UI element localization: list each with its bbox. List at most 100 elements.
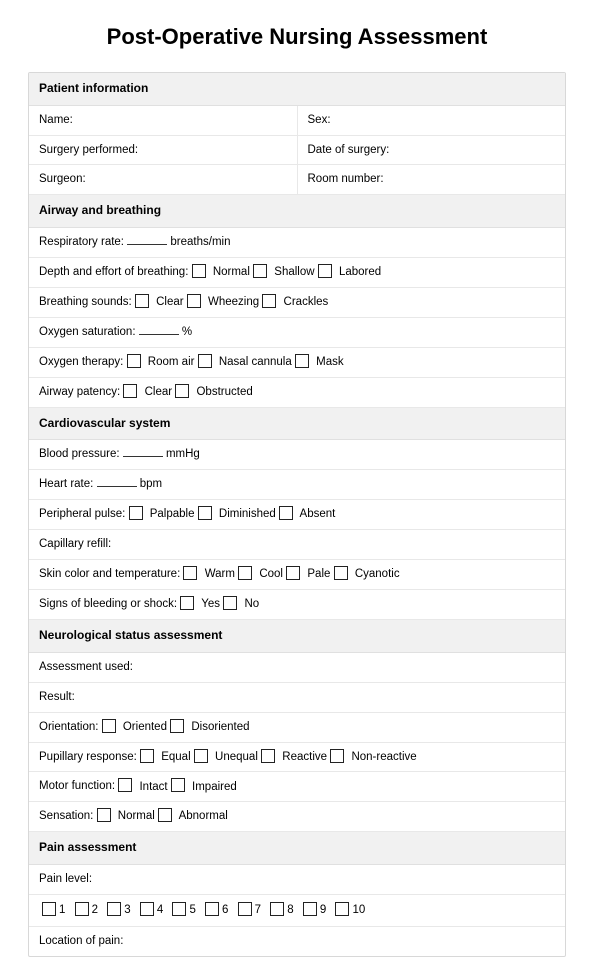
assessment-form: Patient information Name: Sex: Surgery p… — [28, 72, 566, 957]
field-breathing-depth: Depth and effort of breathing: Normal Sh… — [29, 258, 391, 287]
checkbox-patency-clear[interactable] — [123, 384, 137, 398]
checkbox-pain-7[interactable] — [238, 902, 252, 916]
field-oxygen-saturation[interactable]: Oxygen saturation: % — [29, 318, 202, 347]
field-surgery-performed[interactable]: Surgery performed: — [29, 136, 297, 165]
section-header-cardio: Cardiovascular system — [29, 408, 565, 441]
checkbox-therapy-nasal-cannula[interactable] — [198, 354, 212, 368]
checkbox-pain-10[interactable] — [335, 902, 349, 916]
checkbox-skin-cool[interactable] — [238, 566, 252, 580]
opt-therapy-mask: Mask — [316, 356, 343, 368]
checkbox-pupil-reactive[interactable] — [261, 749, 275, 763]
sat-label-post: % — [179, 326, 192, 338]
resp-rate-label-post: breaths/min — [167, 236, 230, 248]
page: Post-Operative Nursing Assessment Patien… — [0, 0, 594, 967]
field-location-of-pain[interactable]: Location of pain: — [29, 927, 133, 956]
sat-label-pre: Oxygen saturation: — [39, 326, 139, 338]
checkbox-therapy-room-air[interactable] — [127, 354, 141, 368]
checkbox-pain-2[interactable] — [75, 902, 89, 916]
pain-scale-4: 4 — [157, 904, 163, 916]
opt-sens-normal: Normal — [118, 810, 155, 822]
opt-pulse-palpable: Palpable — [150, 508, 195, 520]
checkbox-pulse-absent[interactable] — [279, 506, 293, 520]
checkbox-pulse-diminished[interactable] — [198, 506, 212, 520]
checkbox-patency-obstructed[interactable] — [175, 384, 189, 398]
checkbox-pain-8[interactable] — [270, 902, 284, 916]
checkbox-sounds-crackles[interactable] — [262, 294, 276, 308]
field-date-of-surgery[interactable]: Date of surgery: — [297, 136, 566, 165]
field-blood-pressure[interactable]: Blood pressure: mmHg — [29, 440, 210, 469]
opt-sounds-clear: Clear — [156, 296, 183, 308]
field-respiratory-rate[interactable]: Respiratory rate: breaths/min — [29, 228, 240, 257]
field-capillary-refill[interactable]: Capillary refill: — [29, 530, 121, 559]
checkbox-pain-1[interactable] — [42, 902, 56, 916]
resp-rate-label-pre: Respiratory rate: — [39, 236, 127, 248]
field-skin-color-temp: Skin color and temperature: Warm Cool Pa… — [29, 560, 410, 589]
bp-blank[interactable] — [123, 447, 163, 457]
opt-therapy-room-air: Room air — [148, 356, 195, 368]
field-sex[interactable]: Sex: — [297, 106, 566, 135]
checkbox-skin-pale[interactable] — [286, 566, 300, 580]
sat-blank[interactable] — [139, 325, 179, 335]
opt-sens-abnormal: Abnormal — [179, 810, 228, 822]
therapy-label: Oxygen therapy: — [39, 356, 123, 368]
checkbox-motor-intact[interactable] — [118, 778, 132, 792]
checkbox-pupil-nonreactive[interactable] — [330, 749, 344, 763]
pain-scale-10: 10 — [352, 904, 365, 916]
checkbox-motor-impaired[interactable] — [171, 778, 185, 792]
opt-patency-obstructed: Obstructed — [196, 386, 252, 398]
field-breathing-sounds: Breathing sounds: Clear Wheezing Crackle… — [29, 288, 338, 317]
checkbox-skin-cyanotic[interactable] — [334, 566, 348, 580]
motor-label: Motor function: — [39, 781, 115, 793]
checkbox-pain-4[interactable] — [140, 902, 154, 916]
field-room-number[interactable]: Room number: — [297, 165, 566, 194]
section-header-pain: Pain assessment — [29, 832, 565, 865]
opt-orient-disoriented: Disoriented — [191, 721, 249, 733]
pain-scale-9: 9 — [320, 904, 326, 916]
checkbox-depth-shallow[interactable] — [253, 264, 267, 278]
checkbox-depth-normal[interactable] — [192, 264, 206, 278]
checkbox-pain-3[interactable] — [107, 902, 121, 916]
patency-label: Airway patency: — [39, 386, 120, 398]
resp-rate-blank[interactable] — [127, 235, 167, 245]
pupil-label: Pupillary response: — [39, 751, 137, 763]
opt-skin-cyanotic: Cyanotic — [355, 568, 400, 580]
pain-scale-7: 7 — [255, 904, 261, 916]
checkbox-sounds-wheezing[interactable] — [187, 294, 201, 308]
opt-pupil-unequal: Unequal — [215, 751, 258, 763]
hr-label-pre: Heart rate: — [39, 478, 97, 490]
opt-motor-intact: Intact — [139, 781, 167, 793]
checkbox-pulse-palpable[interactable] — [129, 506, 143, 520]
checkbox-orient-disoriented[interactable] — [170, 719, 184, 733]
field-assessment-used[interactable]: Assessment used: — [29, 653, 143, 682]
checkbox-pain-9[interactable] — [303, 902, 317, 916]
checkbox-sens-normal[interactable] — [97, 808, 111, 822]
skin-label: Skin color and temperature: — [39, 568, 180, 580]
checkbox-bleed-no[interactable] — [223, 596, 237, 610]
field-name[interactable]: Name: — [29, 106, 297, 135]
field-sensation: Sensation: Normal Abnormal — [29, 802, 238, 831]
field-surgeon[interactable]: Surgeon: — [29, 165, 297, 194]
checkbox-pain-5[interactable] — [172, 902, 186, 916]
opt-bleed-yes: Yes — [201, 598, 220, 610]
section-header-airway: Airway and breathing — [29, 195, 565, 228]
checkbox-sounds-clear[interactable] — [135, 294, 149, 308]
opt-pulse-absent: Absent — [300, 508, 336, 520]
field-heart-rate[interactable]: Heart rate: bpm — [29, 470, 172, 499]
checkbox-sens-abnormal[interactable] — [158, 808, 172, 822]
checkbox-skin-warm[interactable] — [183, 566, 197, 580]
pain-scale-5: 5 — [189, 904, 195, 916]
checkbox-bleed-yes[interactable] — [180, 596, 194, 610]
hr-blank[interactable] — [97, 477, 137, 487]
field-airway-patency: Airway patency: Clear Obstructed — [29, 378, 263, 407]
opt-skin-pale: Pale — [307, 568, 330, 580]
checkbox-depth-labored[interactable] — [318, 264, 332, 278]
field-result[interactable]: Result: — [29, 683, 85, 712]
checkbox-pupil-unequal[interactable] — [194, 749, 208, 763]
checkbox-orient-oriented[interactable] — [102, 719, 116, 733]
bleed-label: Signs of bleeding or shock: — [39, 598, 177, 610]
field-pupillary-response: Pupillary response: Equal Unequal Reacti… — [29, 743, 427, 772]
checkbox-therapy-mask[interactable] — [295, 354, 309, 368]
field-motor-function: Motor function: Intact Impaired — [29, 772, 247, 801]
checkbox-pain-6[interactable] — [205, 902, 219, 916]
checkbox-pupil-equal[interactable] — [140, 749, 154, 763]
